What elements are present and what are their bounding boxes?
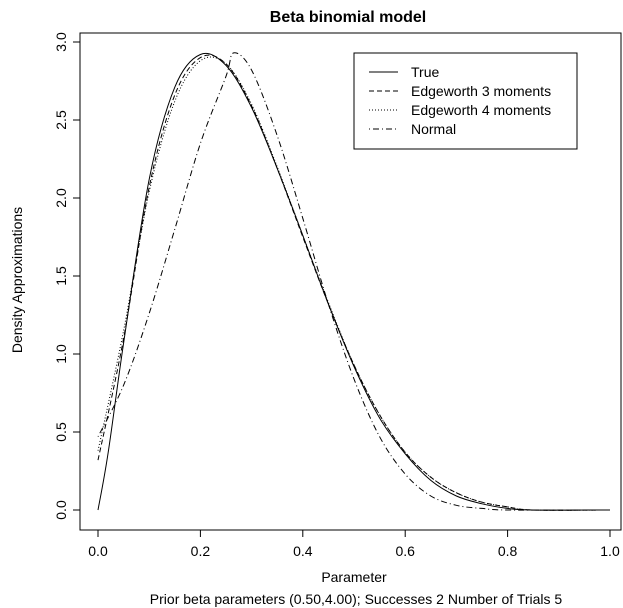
y-tick-label: 1.0 bbox=[53, 344, 69, 364]
y-tick-label: 0.5 bbox=[53, 422, 69, 442]
chart-title: Beta binomial model bbox=[270, 9, 426, 26]
y-tick-label: 2.0 bbox=[53, 188, 69, 208]
y-axis-label: Density Approximations bbox=[9, 207, 25, 353]
x-tick-label: 0.8 bbox=[498, 543, 518, 559]
legend-label: True bbox=[411, 64, 439, 80]
x-tick-label: 0.2 bbox=[191, 543, 211, 559]
legend-label: Normal bbox=[411, 121, 456, 137]
density-curves bbox=[97, 52, 611, 511]
y-tick-label: 1.5 bbox=[53, 266, 69, 286]
x-axis-label: Parameter bbox=[321, 569, 387, 585]
legend-box bbox=[353, 52, 578, 150]
x-tick-label: 0.6 bbox=[395, 543, 415, 559]
x-axis-ticks: 0.0 0.2 0.4 0.6 0.8 1.0 bbox=[88, 530, 620, 559]
x-tick-label: 0.0 bbox=[88, 543, 108, 559]
legend-label: Edgeworth 4 moments bbox=[411, 102, 551, 118]
chart-subtitle: Prior beta parameters (0.50,4.00); Succe… bbox=[150, 591, 563, 607]
series-line-true bbox=[97, 52, 611, 511]
y-tick-label: 0.0 bbox=[53, 500, 69, 520]
x-tick-label: 1.0 bbox=[600, 543, 620, 559]
y-tick-label: 3.0 bbox=[53, 32, 69, 52]
series-line-normal bbox=[97, 52, 611, 511]
series-line-edgeworth-3-moments bbox=[97, 54, 611, 511]
y-tick-label: 2.5 bbox=[53, 110, 69, 130]
y-axis-ticks: 0.0 0.5 1.0 1.5 2.0 2.5 3.0 bbox=[53, 32, 80, 520]
legend-label: Edgeworth 3 moments bbox=[411, 83, 551, 99]
x-tick-label: 0.4 bbox=[293, 543, 313, 559]
legend: True Edgeworth 3 moments Edgeworth 4 momen… bbox=[353, 52, 578, 150]
